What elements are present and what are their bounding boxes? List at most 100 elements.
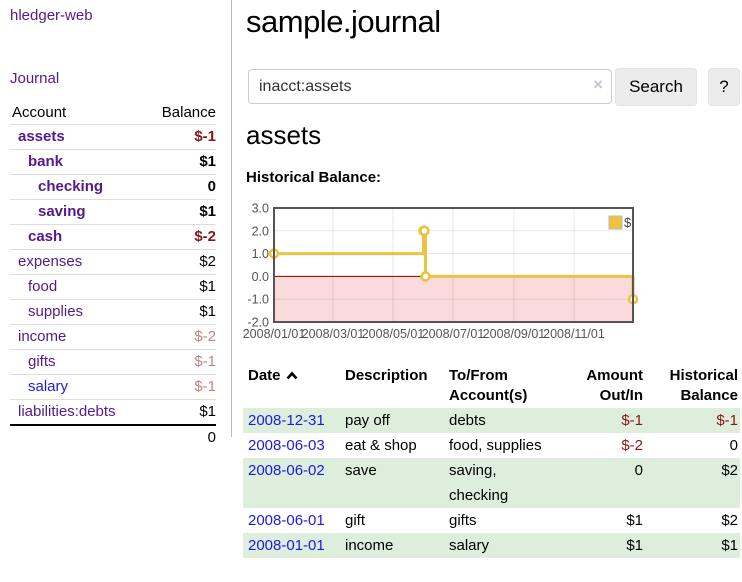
sidebar-item-bank[interactable]: bank: [28, 153, 64, 170]
sidebar-item-liabilities-debts[interactable]: liabilities:debts: [18, 403, 116, 420]
accounts-table: Account Balance assets $-1 bank $1 check…: [10, 100, 216, 450]
register-col-date[interactable]: Date: [243, 362, 343, 408]
transaction-date-link[interactable]: 2008-12-31: [248, 412, 325, 429]
account-row: saving $1: [10, 199, 216, 225]
account-balance: $1: [144, 399, 216, 425]
account-balance: $-2: [144, 224, 216, 250]
register-col-amount: Amount Out/In: [586, 367, 643, 404]
account-row: gifts $-1: [10, 349, 216, 375]
transaction-balance: $-1: [716, 412, 738, 429]
transaction-amount: $1: [626, 512, 643, 529]
transaction-description: save: [345, 462, 377, 479]
transaction-date-link[interactable]: 2008-01-01: [248, 537, 325, 554]
transaction-accounts: salary: [449, 537, 490, 554]
svg-text:2008/03/01: 2008/03/01: [302, 327, 365, 341]
account-heading: assets: [246, 120, 322, 150]
account-balance: $1: [144, 149, 216, 175]
account-row: income $-2: [10, 324, 216, 350]
register-row: 2008-06-02 save saving, checking 0 $2: [243, 458, 740, 508]
transaction-date-link[interactable]: 2008-06-01: [248, 512, 325, 529]
sidebar-item-assets[interactable]: assets: [18, 128, 65, 145]
account-row: liabilities:debts $1: [10, 399, 216, 425]
register-row: 2008-06-03 eat & shop food, supplies $-2…: [243, 433, 740, 458]
nav-journal-link[interactable]: Journal: [10, 70, 60, 87]
sidebar-item-supplies[interactable]: supplies: [28, 303, 84, 320]
svg-text:2008/07/01: 2008/07/01: [422, 327, 485, 341]
account-row: checking 0: [10, 174, 216, 200]
transaction-description: income: [345, 537, 394, 554]
accounts-col-account: Account: [12, 104, 67, 121]
sidebar-item-expenses[interactable]: expenses: [18, 253, 83, 270]
page-title: sample.journal: [246, 4, 441, 39]
account-balance: $1: [144, 274, 216, 300]
svg-text:2008/09/01: 2008/09/01: [483, 327, 546, 341]
svg-text:3.0: 3.0: [252, 202, 269, 216]
account-row: bank $1: [10, 149, 216, 175]
sidebar-item-cash[interactable]: cash: [28, 228, 63, 245]
transaction-description: gift: [345, 512, 366, 529]
svg-text:2008/05/01: 2008/05/01: [362, 327, 425, 341]
register-col-description: Description: [345, 367, 428, 384]
transaction-date-link[interactable]: 2008-06-03: [248, 437, 325, 454]
register-row: 2008-06-01 gift gifts $1 $2: [243, 508, 740, 533]
transaction-balance: $2: [721, 512, 738, 529]
account-balance: $-2: [144, 324, 216, 350]
svg-text:-2.0: -2.0: [247, 316, 269, 330]
transaction-description: eat & shop: [345, 437, 417, 454]
register-row: 2008-01-01 income salary $1 $1: [243, 533, 740, 558]
account-row: salary $-1: [10, 374, 216, 400]
account-row: assets $-1: [10, 124, 216, 150]
help-button[interactable]: ?: [708, 68, 740, 106]
transaction-balance: 0: [729, 437, 738, 454]
chart-title: Historical Balance:: [246, 169, 382, 186]
sidebar-item-food[interactable]: food: [28, 278, 58, 295]
account-row: expenses $2: [10, 249, 216, 275]
search-form: ×: [248, 69, 612, 104]
account-row: food $1: [10, 274, 216, 300]
account-balance: $2: [144, 249, 216, 275]
accounts-total-row: 0: [10, 424, 216, 450]
svg-text:$: $: [624, 215, 632, 230]
clear-search-icon[interactable]: ×: [593, 75, 603, 94]
account-balance: $1: [144, 199, 216, 225]
search-button[interactable]: Search: [615, 68, 697, 106]
sidebar-item-income[interactable]: income: [18, 328, 67, 345]
transaction-balance: $2: [721, 462, 738, 479]
register-header-row: Date Description To/From Account(s) Amou…: [243, 362, 740, 408]
transaction-amount: $-1: [621, 412, 643, 429]
account-row: supplies $1: [10, 299, 216, 325]
transaction-accounts: debts: [449, 412, 486, 429]
svg-text:2008/11/01: 2008/11/01: [543, 327, 605, 341]
sort-ascending-icon: [286, 371, 297, 380]
transaction-accounts: saving, checking: [449, 462, 509, 504]
transaction-accounts: food, supplies: [449, 437, 542, 454]
transaction-amount: $-2: [621, 437, 643, 454]
register-col-accounts: To/From Account(s): [449, 367, 528, 404]
svg-text:1.0: 1.0: [252, 247, 269, 261]
register-table: Date Description To/From Account(s) Amou…: [243, 362, 740, 558]
transaction-amount: $1: [626, 537, 643, 554]
transaction-description: pay off: [345, 412, 390, 429]
accounts-col-balance: Balance: [161, 104, 216, 121]
sidebar-item-salary[interactable]: salary: [28, 378, 69, 395]
transaction-date-link[interactable]: 2008-06-02: [248, 462, 325, 479]
svg-text:2.0: 2.0: [252, 224, 269, 238]
transaction-balance: $1: [721, 537, 738, 554]
transaction-accounts: gifts: [449, 512, 477, 529]
svg-text:2008/01/01: 2008/01/01: [243, 327, 306, 341]
app-brand-link[interactable]: hledger-web: [10, 7, 93, 24]
sidebar: hledger-web Journal Account Balance asse…: [0, 0, 232, 450]
accounts-total-value: 0: [144, 424, 216, 450]
accounts-header-row: Account Balance: [10, 100, 216, 125]
register-row: 2008-12-31 pay off debts $-1 $-1: [243, 408, 740, 433]
account-row: cash $-2: [10, 224, 216, 250]
sidebar-item-checking[interactable]: checking: [38, 178, 104, 195]
search-input[interactable]: [248, 69, 612, 104]
sidebar-item-gifts[interactable]: gifts: [28, 353, 56, 370]
historical-balance-chart: 3.0 2.0 1.0 0.0 -1.0 -2.02008/01/012008/03/01…: [243, 202, 639, 341]
transaction-amount: 0: [634, 462, 643, 479]
account-balance: 0: [144, 174, 216, 200]
sidebar-item-saving[interactable]: saving: [38, 203, 86, 220]
register-col-balance: Historical Balance: [669, 367, 738, 404]
account-balance: $-1: [144, 124, 216, 150]
